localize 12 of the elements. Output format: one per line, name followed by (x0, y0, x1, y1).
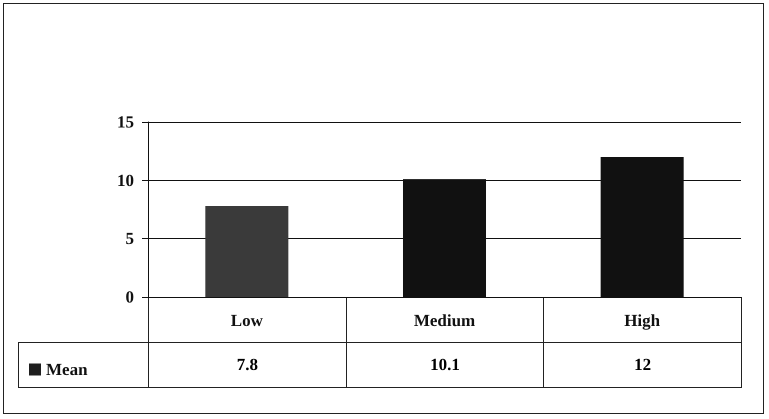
x-tick-label: Low (230, 311, 264, 330)
y-tick-label: 10 (117, 170, 134, 190)
data-label: 10.1 (430, 355, 460, 375)
data-label: 12 (634, 355, 652, 375)
data-label: 7.8 (236, 355, 258, 375)
y-tick-label: 15 (117, 112, 134, 132)
x-tick-label: Medium (414, 311, 476, 330)
y-tick-label: 0 (126, 288, 134, 306)
bar (205, 206, 288, 297)
legend-label: Mean (46, 360, 88, 379)
y-tick-label: 5 (126, 229, 134, 248)
x-tick-label: High (624, 311, 661, 330)
